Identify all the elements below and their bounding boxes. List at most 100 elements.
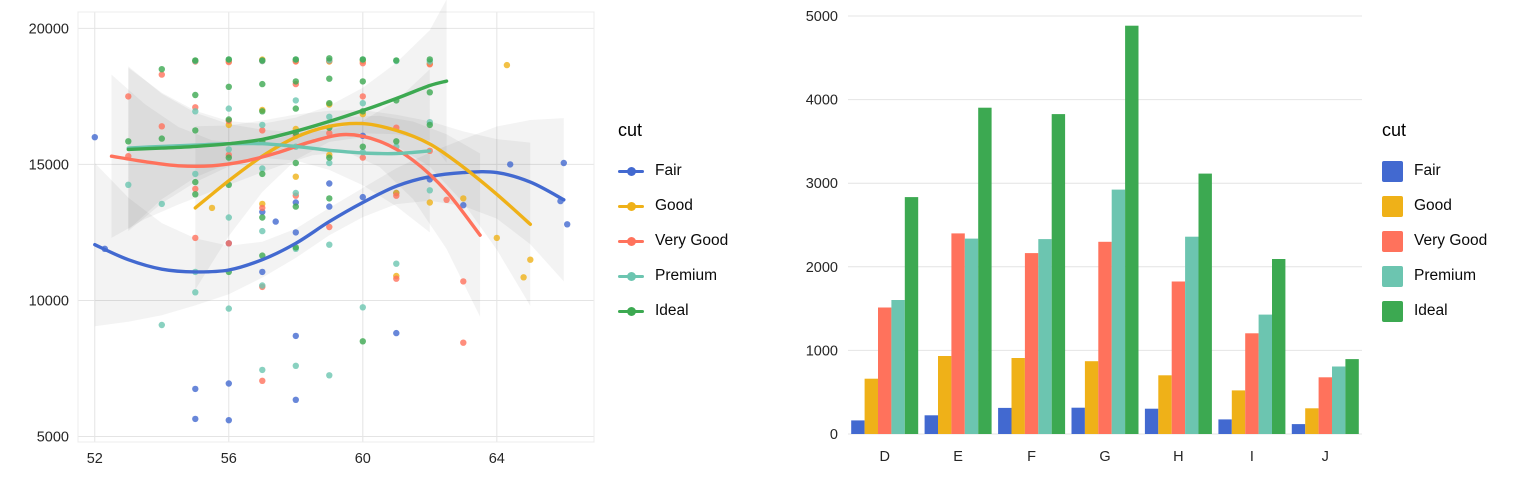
svg-text:E: E [953, 449, 963, 465]
bar-very-good-I [1245, 333, 1259, 434]
svg-text:5000: 5000 [806, 9, 838, 25]
legend-item-very-good: Very Good [1382, 224, 1536, 259]
legend-label: Good [1414, 197, 1452, 214]
svg-text:H: H [1173, 449, 1183, 465]
legend-label: Fair [1414, 162, 1441, 179]
legend-swatch-icon [1382, 160, 1403, 182]
bar-fair-G [1071, 407, 1085, 434]
legend-title: cut [618, 119, 643, 140]
scatter-chart-figure: 52 56 60 64 5000 10000 15000 20000 cut Fair Good… [29, 0, 776, 467]
bar-fair-J [1291, 424, 1306, 434]
legend-point-line-icon [618, 236, 644, 246]
legend-swatch-icon [1382, 265, 1403, 287]
bar-fair-E [924, 415, 938, 434]
bar-fair-F [998, 407, 1012, 434]
svg-text:J: J [1322, 449, 1329, 465]
legend-item-ideal: Ideal [618, 294, 776, 329]
axis-tick-labels: D E F G H I J 0 1000 2000 3000 4000 5000 [806, 9, 1329, 465]
bar-chart: D E F G H I J 0 1000 2000 3000 4000 5000 [806, 9, 1362, 465]
bar-premium-I [1258, 314, 1272, 434]
bar-premium-E [964, 238, 979, 434]
bar-good-F [1011, 358, 1025, 434]
svg-text:1000: 1000 [806, 343, 838, 359]
bar-ideal-F [1051, 114, 1066, 434]
bar-legend: cut Fair Good Very Good Premium Ideal [1376, 0, 1536, 464]
legend-label: Premium [655, 267, 718, 284]
svg-text:15000: 15000 [29, 157, 69, 173]
svg-text:60: 60 [355, 451, 371, 467]
svg-text:20000: 20000 [29, 21, 69, 37]
bar-fair-H [1144, 408, 1159, 434]
legend-item-fair: Fair [618, 154, 776, 189]
smooth-line-ideal [126, 79, 449, 152]
bar-good-H [1158, 375, 1172, 434]
smooth-line-good [193, 121, 532, 226]
legend-point-line-icon [618, 166, 644, 176]
bar-good-I [1231, 390, 1246, 434]
legend-point-line-icon [618, 306, 644, 316]
legend-title: cut [1382, 119, 1407, 140]
legend-item-premium: Premium [1382, 259, 1536, 294]
legend-item-fair: Fair [1382, 154, 1536, 189]
bar-good-D [864, 378, 878, 434]
axis-tick-labels: 52 56 60 64 5000 10000 15000 20000 [29, 21, 505, 467]
legend-dot-icon [626, 271, 636, 281]
scatter-legend: cut Fair Good Very Good Premium Ideal [612, 0, 776, 464]
svg-text:D: D [879, 449, 889, 465]
legend-dot-icon [626, 236, 636, 246]
bar-chart-figure: D E F G H I J 0 1000 2000 3000 4000 5000 cut Fair Goo… [776, 0, 1536, 480]
bar-premium-G [1111, 189, 1126, 434]
legend-label: Ideal [1414, 302, 1448, 319]
bar-very-good-F [1024, 253, 1039, 434]
bar-good-E [938, 356, 952, 434]
legend-dot-icon [626, 306, 636, 316]
bar-ideal-I [1272, 259, 1286, 434]
legend-label: Good [655, 197, 693, 214]
bar-ideal-E [978, 107, 992, 434]
bar-ideal-D [904, 197, 919, 434]
bar-ideal-H [1198, 173, 1212, 434]
bar-very-good-H [1171, 281, 1186, 434]
bar-premium-D [891, 300, 905, 434]
svg-text:64: 64 [489, 451, 505, 467]
svg-text:2000: 2000 [806, 260, 838, 276]
bar-premium-F [1038, 239, 1052, 434]
bar-good-G [1084, 361, 1099, 434]
legend-label: Ideal [655, 302, 689, 319]
bars [851, 25, 1359, 434]
bar-premium-H [1185, 236, 1199, 434]
bar-premium-J [1332, 366, 1346, 434]
svg-text:3000: 3000 [806, 176, 838, 192]
bar-very-good-G [1098, 241, 1112, 434]
bar-very-good-E [951, 233, 965, 434]
svg-text:56: 56 [221, 451, 237, 467]
svg-text:0: 0 [830, 427, 838, 443]
svg-text:10000: 10000 [29, 294, 69, 310]
legend-point-line-icon [618, 201, 644, 211]
legend-item-good: Good [618, 189, 776, 224]
svg-text:52: 52 [87, 451, 103, 467]
svg-text:F: F [1027, 449, 1036, 465]
smooth-line-fair [93, 170, 566, 274]
legend-point-line-icon [618, 271, 644, 281]
bar-very-good-D [878, 307, 892, 434]
svg-text:I: I [1250, 449, 1254, 465]
legend-item-good: Good [1382, 189, 1536, 224]
bar-fair-D [851, 420, 865, 434]
legend-label: Premium [1414, 267, 1477, 284]
scatter-plot: 52 56 60 64 5000 10000 15000 20000 [29, 0, 595, 467]
legend-label: Very Good [1414, 232, 1488, 249]
bar-ideal-J [1345, 359, 1359, 434]
svg-text:G: G [1099, 449, 1110, 465]
legend-swatch-icon [1382, 195, 1403, 217]
svg-text:5000: 5000 [37, 430, 69, 446]
legend-dot-icon [626, 201, 636, 211]
legend-swatch-icon [1382, 230, 1403, 252]
legend-item-very-good: Very Good [618, 224, 776, 259]
legend-label: Very Good [655, 232, 729, 249]
bar-fair-I [1218, 419, 1232, 434]
legend-item-ideal: Ideal [1382, 294, 1536, 329]
legend-label: Fair [655, 162, 682, 179]
legend-swatch-icon [1382, 300, 1403, 322]
